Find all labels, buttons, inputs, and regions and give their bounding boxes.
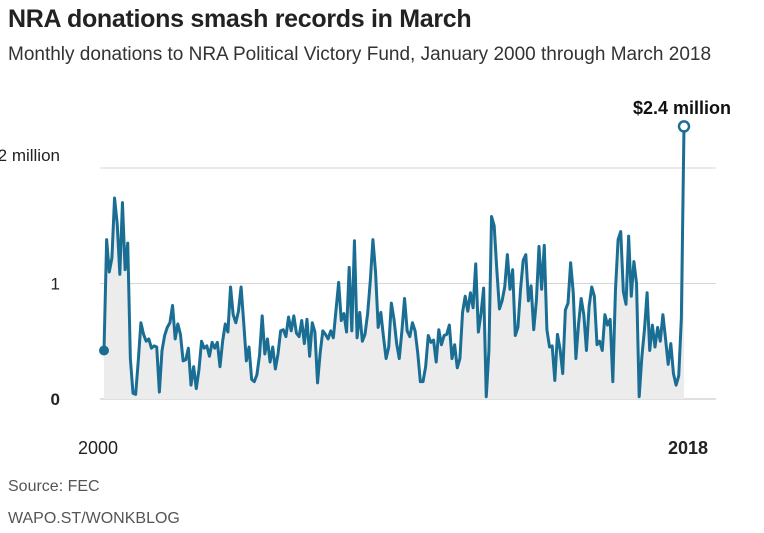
y-tick-label: 0 [51,390,60,409]
donations-series-line [102,126,686,399]
peak-annotation-label: $2.4 million [633,98,731,118]
chart-subtitle: Monthly donations to NRA Political Victo… [8,44,712,65]
x-tick-label: 2000 [78,438,118,458]
donations-area [104,126,684,400]
chart-title: NRA donations smash records in March [8,5,472,33]
start-point-marker [99,345,109,356]
credit-note: WAPO.ST/WONKBLOG [8,510,180,527]
y-tick-label: $2 million [0,146,60,165]
series-markers [99,120,691,356]
x-tick-label: 2018 [668,438,708,458]
axis-labels: 0 1 $2 million 2000 2018 $2.4 million [0,98,731,458]
source-note: Source: FEC [8,478,100,495]
y-tick-label: 1 [51,275,60,294]
peak-point-marker [677,120,691,133]
